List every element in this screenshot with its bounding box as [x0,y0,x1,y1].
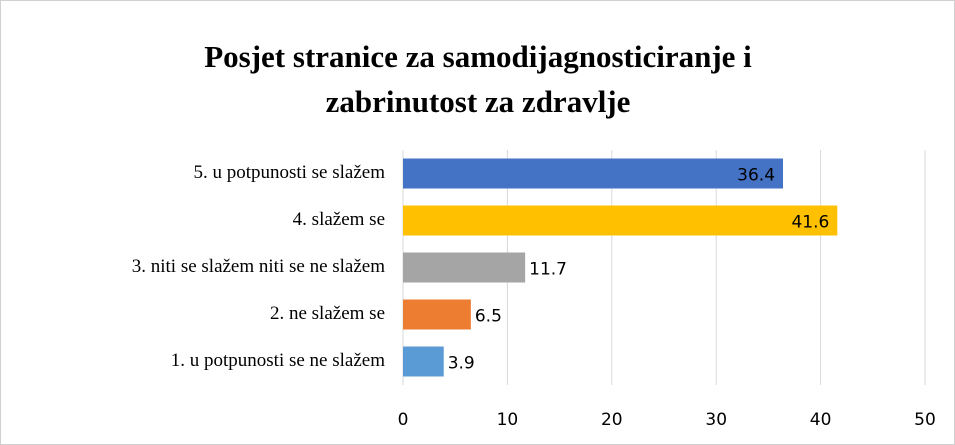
bar [403,299,471,330]
data-label: 6.5 [475,307,502,327]
data-label: 11.7 [529,260,567,280]
x-tick-label: 20 [601,410,623,430]
bar [403,346,444,377]
x-tick-label: 40 [810,410,832,430]
x-tick-label: 50 [914,410,936,430]
y-tick-label: 3. niti se slažem niti se ne slažem [132,256,385,277]
x-tick-label: 10 [497,410,519,430]
chart-title: Posjet stranice za samodijagnosticiranje… [204,39,752,119]
bar [403,205,838,236]
bar [403,158,784,189]
data-label: 3.9 [448,354,475,374]
bar [403,252,526,283]
x-tick-label: 0 [398,410,409,430]
data-label: 41.6 [791,213,829,233]
y-tick-label: 4. slažem se [293,209,385,230]
data-label: 36.4 [737,166,775,186]
y-tick-label: 5. u potpunosti se slažem [193,162,385,183]
y-tick-label: 1. u potpunosti se ne slažem [171,350,385,371]
y-tick-label: 2. ne slažem se [270,303,385,324]
x-tick-label: 30 [705,410,727,430]
